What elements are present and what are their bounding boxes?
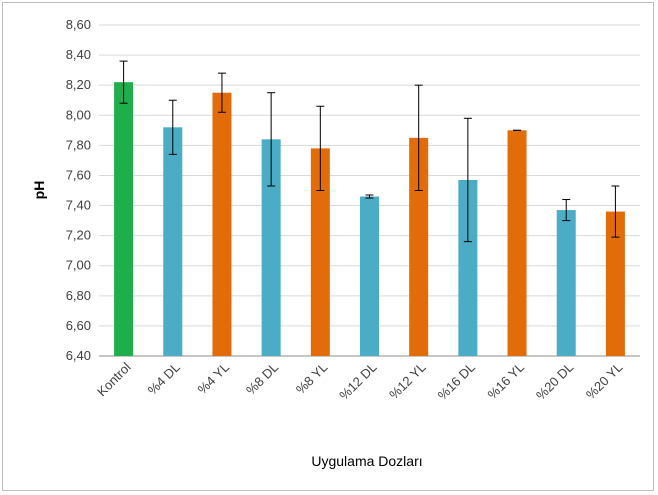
x-tick-label: %8 DL — [243, 360, 281, 398]
bar — [310, 148, 330, 356]
y-tick-label: 7,80 — [66, 137, 91, 152]
bar — [163, 127, 183, 357]
x-tick-label: %4 DL — [145, 360, 183, 398]
y-tick-label: 7,60 — [66, 167, 91, 182]
bars — [114, 82, 625, 357]
x-tick-label: %16 YL — [485, 360, 528, 403]
bar — [458, 179, 478, 356]
error-bar — [267, 92, 276, 187]
y-tick-label: 8,00 — [66, 107, 91, 122]
error-bar — [217, 72, 226, 113]
error-bar — [365, 194, 374, 199]
error-bar — [414, 84, 423, 191]
y-tick-label: 7,40 — [66, 198, 91, 213]
y-tick-label: 6,60 — [66, 318, 91, 333]
x-tick-label: %12 YL — [386, 360, 429, 403]
bar — [261, 139, 281, 356]
bar — [556, 210, 576, 356]
gridlines — [99, 24, 640, 357]
x-tick-label: %20 YL — [583, 360, 626, 403]
x-tick-label: Kontrol — [94, 359, 134, 399]
error-bar — [611, 185, 620, 238]
bar — [507, 130, 527, 356]
y-tick-label: 7,00 — [66, 258, 91, 273]
x-tick-label: %4 YL — [195, 360, 233, 398]
error-bars — [119, 60, 620, 243]
bar — [409, 137, 429, 356]
y-tick-labels: 6,40 6,60 6,80 7,00 7,20 7,40 7,60 7,80 8,00 8,20… — [66, 17, 91, 363]
y-axis-title: pH — [31, 181, 47, 200]
error-bar — [316, 105, 325, 191]
bar — [360, 196, 379, 356]
error-bar — [119, 60, 128, 104]
error-bar — [168, 99, 177, 155]
bar — [212, 92, 232, 357]
x-axis-title: Uygulama Dozları — [311, 453, 422, 469]
x-tick-label: %8 YL — [293, 360, 331, 398]
y-tick-label: 8,20 — [66, 77, 91, 92]
y-tick-label: 7,20 — [66, 228, 91, 243]
y-tick-label: 8,60 — [66, 17, 91, 32]
y-tick-label: 6,40 — [66, 348, 91, 363]
x-tick-labels: Kontrol %4 DL %4 YL %8 DL %8 YL %12 DL %12 YL%… — [94, 359, 626, 402]
y-tick-label: 8,40 — [66, 47, 91, 62]
error-bar — [562, 199, 571, 222]
x-tick-label: %20 DL — [533, 360, 576, 403]
bar — [114, 82, 134, 356]
y-tick-label: 6,80 — [66, 288, 91, 303]
bar — [605, 211, 625, 356]
x-tick-label: %12 DL — [336, 360, 379, 403]
error-bar — [463, 117, 472, 243]
x-tick-label: %16 DL — [435, 360, 478, 403]
